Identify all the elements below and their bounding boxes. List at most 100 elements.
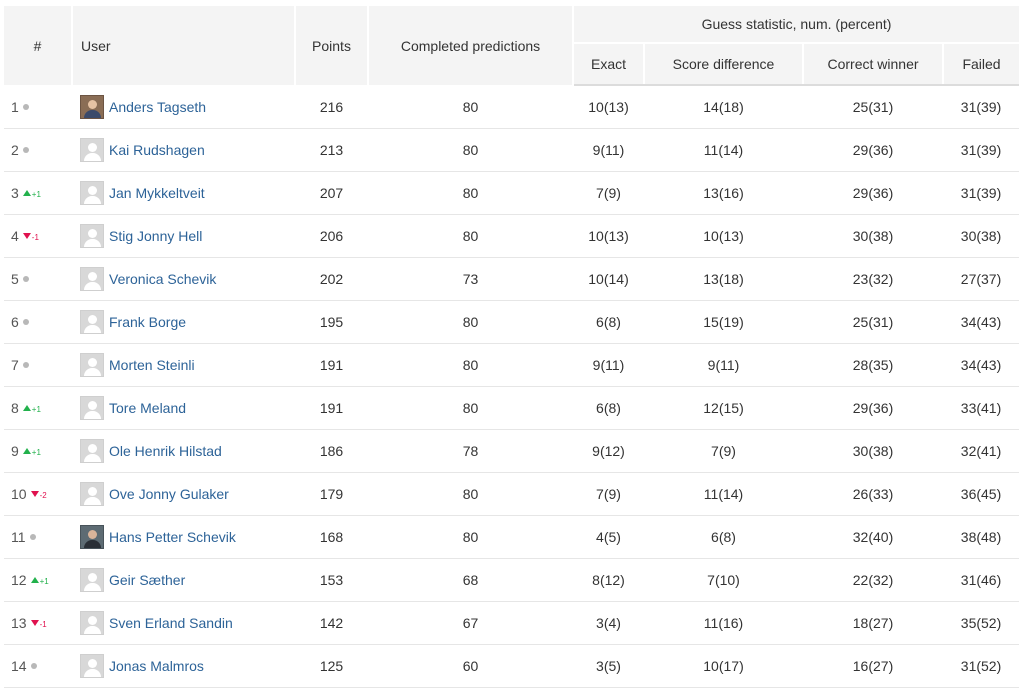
points-cell: 216	[295, 85, 368, 129]
avatar-body	[84, 239, 101, 247]
avatar-body	[84, 626, 101, 634]
avatar[interactable]	[80, 310, 104, 334]
trend-unchanged-icon	[29, 534, 36, 541]
avatar-body	[84, 153, 101, 161]
correct-winner-cell: 32(40)	[803, 515, 943, 559]
avatar[interactable]	[80, 654, 104, 678]
table-row: 11 Hans Petter Schevik 168 80 4(5) 6(8) 32(40)…	[4, 515, 1020, 559]
avatar-head	[88, 616, 97, 625]
table-body: 1 Anders Tagseth 216 80 10(13) 14(18) 25(31) 31…	[4, 85, 1020, 688]
user-link[interactable]: Morten Steinli	[109, 357, 195, 373]
table-row: 10 -2 Ove Jonny Gulaker 179 80 7(9) 11(14) 26(3…	[4, 472, 1020, 516]
user-link[interactable]: Kai Rudshagen	[109, 142, 205, 158]
user-cell: Sven Erland Sandin	[72, 601, 295, 645]
exact-cell: 3(4)	[573, 601, 644, 645]
completed-predictions-cell: 68	[368, 558, 573, 602]
rank-cell: 2	[4, 128, 72, 172]
rank-number: 12	[11, 572, 27, 588]
exact-cell: 10(13)	[573, 85, 644, 129]
user-link[interactable]: Ove Jonny Gulaker	[109, 486, 229, 502]
score-difference-cell: 6(8)	[644, 515, 803, 559]
avatar[interactable]	[80, 181, 104, 205]
header-points: Points	[295, 6, 369, 85]
points-cell: 207	[295, 171, 368, 215]
score-difference-cell: 14(18)	[644, 85, 803, 129]
correct-winner-cell: 18(27)	[803, 601, 943, 645]
score-difference-cell: 7(9)	[644, 429, 803, 473]
avatar[interactable]	[80, 353, 104, 377]
avatar-body	[84, 368, 101, 376]
score-difference-cell: 11(14)	[644, 128, 803, 172]
table-row: 1 Anders Tagseth 216 80 10(13) 14(18) 25(31) 31…	[4, 85, 1020, 129]
trend-unchanged-icon	[22, 147, 29, 154]
correct-winner-cell: 22(32)	[803, 558, 943, 602]
avatar[interactable]	[80, 94, 104, 119]
avatar[interactable]	[80, 138, 104, 162]
user-link[interactable]: Sven Erland Sandin	[109, 615, 233, 631]
user-link[interactable]: Jonas Malmros	[109, 658, 204, 674]
completed-predictions-cell: 80	[368, 343, 573, 387]
rank-cell: 6	[4, 300, 72, 344]
rank-number: 7	[11, 357, 19, 373]
table-row: 8 +1 Tore Meland 191 80 6(8) 12(15) 29(36) 33(41…	[4, 386, 1020, 430]
avatar-head	[88, 315, 97, 324]
correct-winner-cell: 26(33)	[803, 472, 943, 516]
points-cell: 195	[295, 300, 368, 344]
trend-unchanged-icon	[22, 276, 29, 283]
user-link[interactable]: Anders Tagseth	[109, 98, 207, 115]
user-link[interactable]: Stig Jonny Hell	[109, 228, 203, 244]
exact-cell: 3(5)	[573, 644, 644, 688]
trend-down-icon	[30, 491, 39, 498]
score-difference-cell: 11(14)	[644, 472, 803, 516]
table-row: 7 Morten Steinli 191 80 9(11) 9(11) 28(35) 34(4…	[4, 343, 1020, 387]
completed-predictions-cell: 80	[368, 214, 573, 258]
completed-predictions-cell: 80	[368, 171, 573, 215]
avatar[interactable]	[80, 224, 104, 248]
score-difference-cell: 15(19)	[644, 300, 803, 344]
completed-predictions-cell: 80	[368, 515, 573, 559]
rank-number: 13	[11, 615, 27, 631]
user-link[interactable]: Geir Sæther	[109, 572, 186, 588]
avatar[interactable]	[80, 568, 104, 592]
avatar[interactable]	[80, 525, 104, 549]
rank-change: +1	[31, 404, 41, 414]
completed-predictions-cell: 60	[368, 644, 573, 688]
points-cell: 153	[295, 558, 368, 602]
exact-cell: 7(9)	[573, 472, 644, 516]
exact-cell: 10(13)	[573, 214, 644, 258]
exact-cell: 6(8)	[573, 300, 644, 344]
points-cell: 206	[295, 214, 368, 258]
points-cell: 168	[295, 515, 368, 559]
header-exact: Exact	[573, 42, 645, 86]
table-row: 4 -1 Stig Jonny Hell 206 80 10(13) 10(13) 30(38…	[4, 214, 1020, 258]
table-row: 5 Veronica Schevik 202 73 10(14) 13(18) 23(32)…	[4, 257, 1020, 301]
avatar[interactable]	[80, 396, 104, 420]
trend-down-icon	[30, 620, 39, 627]
user-link[interactable]: Tore Meland	[109, 400, 187, 416]
points-cell: 202	[295, 257, 368, 301]
user-link[interactable]: Ole Henrik Hilstad	[109, 443, 222, 459]
correct-winner-cell: 25(31)	[803, 300, 943, 344]
avatar[interactable]	[80, 439, 104, 463]
table-header: # User Points Completed predictions Gues…	[4, 6, 1020, 86]
trend-unchanged-icon	[22, 362, 29, 369]
user-link[interactable]: Hans Petter Schevik	[109, 529, 236, 545]
rank-number: 1	[11, 98, 19, 115]
rank-number: 11	[11, 529, 26, 545]
user-link[interactable]: Frank Borge	[109, 314, 187, 330]
completed-predictions-cell: 80	[368, 386, 573, 430]
avatar[interactable]	[80, 482, 104, 506]
user-link[interactable]: Veronica Schevik	[109, 271, 217, 287]
avatar-body	[84, 540, 101, 548]
avatar[interactable]	[80, 611, 104, 635]
score-difference-cell: 11(16)	[644, 601, 803, 645]
user-cell: Geir Sæther	[72, 558, 295, 602]
avatar-head	[88, 573, 97, 582]
user-link[interactable]: Jan Mykkeltveit	[109, 185, 205, 201]
avatar[interactable]	[80, 267, 104, 291]
points-cell: 142	[295, 601, 368, 645]
user-cell: Jan Mykkeltveit	[72, 171, 295, 215]
rank-change: +1	[31, 447, 41, 457]
rank-cell: 4 -1	[4, 214, 72, 258]
correct-winner-cell: 28(35)	[803, 343, 943, 387]
